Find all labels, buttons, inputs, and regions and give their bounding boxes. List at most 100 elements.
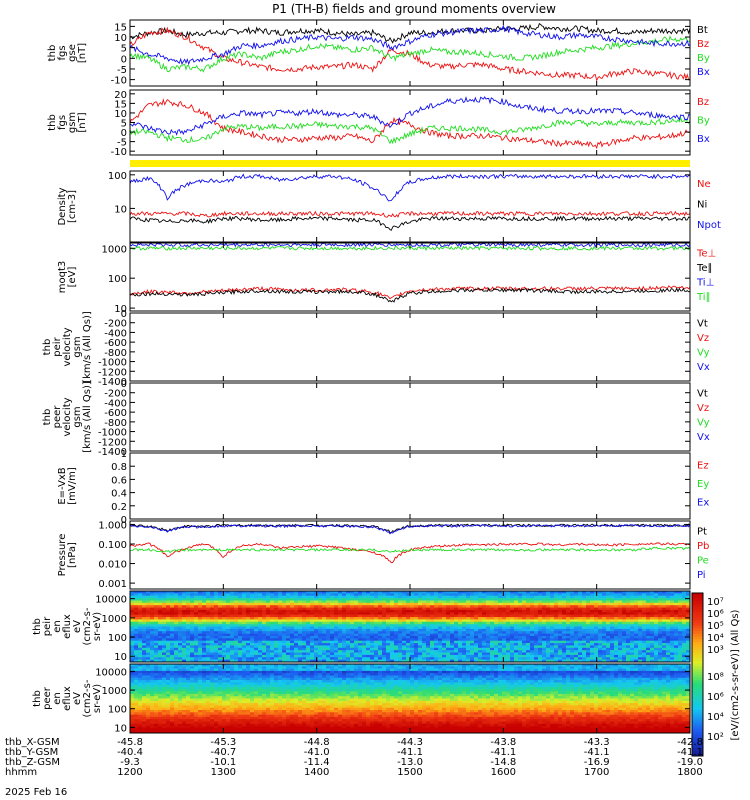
spectrogram-cell <box>450 607 455 611</box>
spectrogram-cell <box>646 614 651 618</box>
spectrogram-cell <box>570 605 575 608</box>
spectrogram-cell <box>382 591 387 594</box>
spectrogram-cell <box>150 670 155 674</box>
spectrogram-cell <box>598 607 603 611</box>
spectrogram-cell <box>486 638 491 641</box>
spectrogram-cell <box>602 633 607 637</box>
panel-frame <box>129 452 691 520</box>
spectrogram-cell <box>350 593 355 597</box>
spectrogram-cell <box>146 605 151 608</box>
legend-By: By <box>697 53 710 64</box>
spectrogram-cell <box>378 666 383 669</box>
spectrogram-cell <box>338 640 343 644</box>
spectrogram-cell <box>402 633 407 637</box>
spectrogram-cell <box>134 617 139 620</box>
spectrogram-cell <box>486 614 491 618</box>
spectrogram-cell <box>146 614 151 618</box>
spectrogram-cell <box>210 635 215 639</box>
spectrogram-cell <box>590 598 595 601</box>
spectrogram-cell <box>382 609 387 613</box>
spectrogram-cell <box>586 652 591 656</box>
spectrogram-cell <box>670 666 675 669</box>
spectrogram-cell <box>398 664 403 667</box>
spectrogram-cell <box>470 652 475 656</box>
spectrogram-cell <box>462 612 467 615</box>
spectrogram-cell <box>374 614 379 618</box>
spectrogram-cell <box>310 650 315 653</box>
spectrogram-cell <box>526 614 531 618</box>
spectrogram-cell <box>582 652 587 656</box>
spectrogram-cell <box>574 612 579 615</box>
spectrogram-cell <box>386 633 391 637</box>
spectrogram-cell <box>358 612 363 615</box>
spectrogram-cell <box>350 602 355 606</box>
spectrogram-cell <box>386 624 391 627</box>
spectrogram-cell <box>362 643 367 646</box>
spectrogram-cell <box>274 614 279 618</box>
spectrogram-cell <box>414 617 419 620</box>
spectrogram-cell <box>462 605 467 608</box>
spectrogram-cell <box>134 612 139 615</box>
spectrogram-cell <box>146 628 151 632</box>
spectrogram-cell <box>558 607 563 611</box>
spectrogram-cell <box>650 633 655 637</box>
spectrogram-cell <box>286 657 291 660</box>
spectrogram-cell <box>178 591 183 594</box>
spectrogram-cell <box>298 635 303 639</box>
spectrogram-cell <box>150 600 155 604</box>
spectrogram-cell <box>514 668 519 672</box>
spectrogram-cell <box>298 602 303 606</box>
spectrogram-cell <box>318 600 323 604</box>
spectrogram-cell <box>562 609 567 613</box>
spectrogram-cell <box>290 609 295 613</box>
spectrogram-cell <box>434 626 439 630</box>
spectrogram-cell <box>466 600 471 604</box>
spectrogram-cell <box>130 628 135 632</box>
spectrogram-cell <box>370 643 375 646</box>
spectrogram-cell <box>294 635 299 639</box>
spectrogram-cell <box>406 633 411 637</box>
spectrogram-cell <box>226 666 231 669</box>
spectrogram-cell <box>270 600 275 604</box>
spectrogram-cell <box>490 595 495 599</box>
spectrogram-cell <box>678 633 683 637</box>
spectrogram-cell <box>546 645 551 649</box>
spectrogram-cell <box>222 633 227 637</box>
spectrogram-cell <box>258 602 263 606</box>
spectrogram-cell <box>282 626 287 630</box>
spectrogram-cell <box>210 593 215 597</box>
spectrogram-cell <box>218 645 223 649</box>
spectrogram-cell <box>542 631 547 634</box>
spectrogram-cell <box>218 659 223 663</box>
spectrogram-cell <box>294 600 299 604</box>
spectrogram-cell <box>390 628 395 632</box>
spectrogram-cell <box>238 631 243 634</box>
spectrogram-cell <box>470 645 475 649</box>
spectrogram-cell <box>494 621 499 625</box>
spectrogram-cell <box>318 602 323 606</box>
spectrogram-cell <box>194 591 199 594</box>
spectrogram-cell <box>226 600 231 604</box>
spectrogram-cell <box>222 614 227 618</box>
spectrogram-cell <box>670 598 675 601</box>
spectrogram-cell <box>562 666 567 669</box>
spectrogram-cell <box>578 607 583 611</box>
spectrogram-cell <box>498 607 503 611</box>
spectrogram-cell <box>506 605 511 608</box>
spectrogram-cell <box>346 647 351 651</box>
spectrogram-cell <box>422 619 427 623</box>
spectrogram-cell <box>166 600 171 604</box>
spectrogram-cell <box>210 595 215 599</box>
spectrogram-cell <box>486 668 491 672</box>
spectrogram-cell <box>150 593 155 597</box>
spectrogram-cell <box>614 598 619 601</box>
series-line-By <box>129 35 691 73</box>
spectrogram-cell <box>466 664 471 667</box>
spectrogram-cell <box>658 647 663 651</box>
spectrogram-cell <box>206 607 211 611</box>
spectrogram-cell <box>426 638 431 641</box>
spectrogram-cell <box>214 631 219 634</box>
spectrogram-cell <box>314 612 319 615</box>
spectrogram-cell <box>462 633 467 637</box>
spectrogram-cell <box>514 591 519 594</box>
